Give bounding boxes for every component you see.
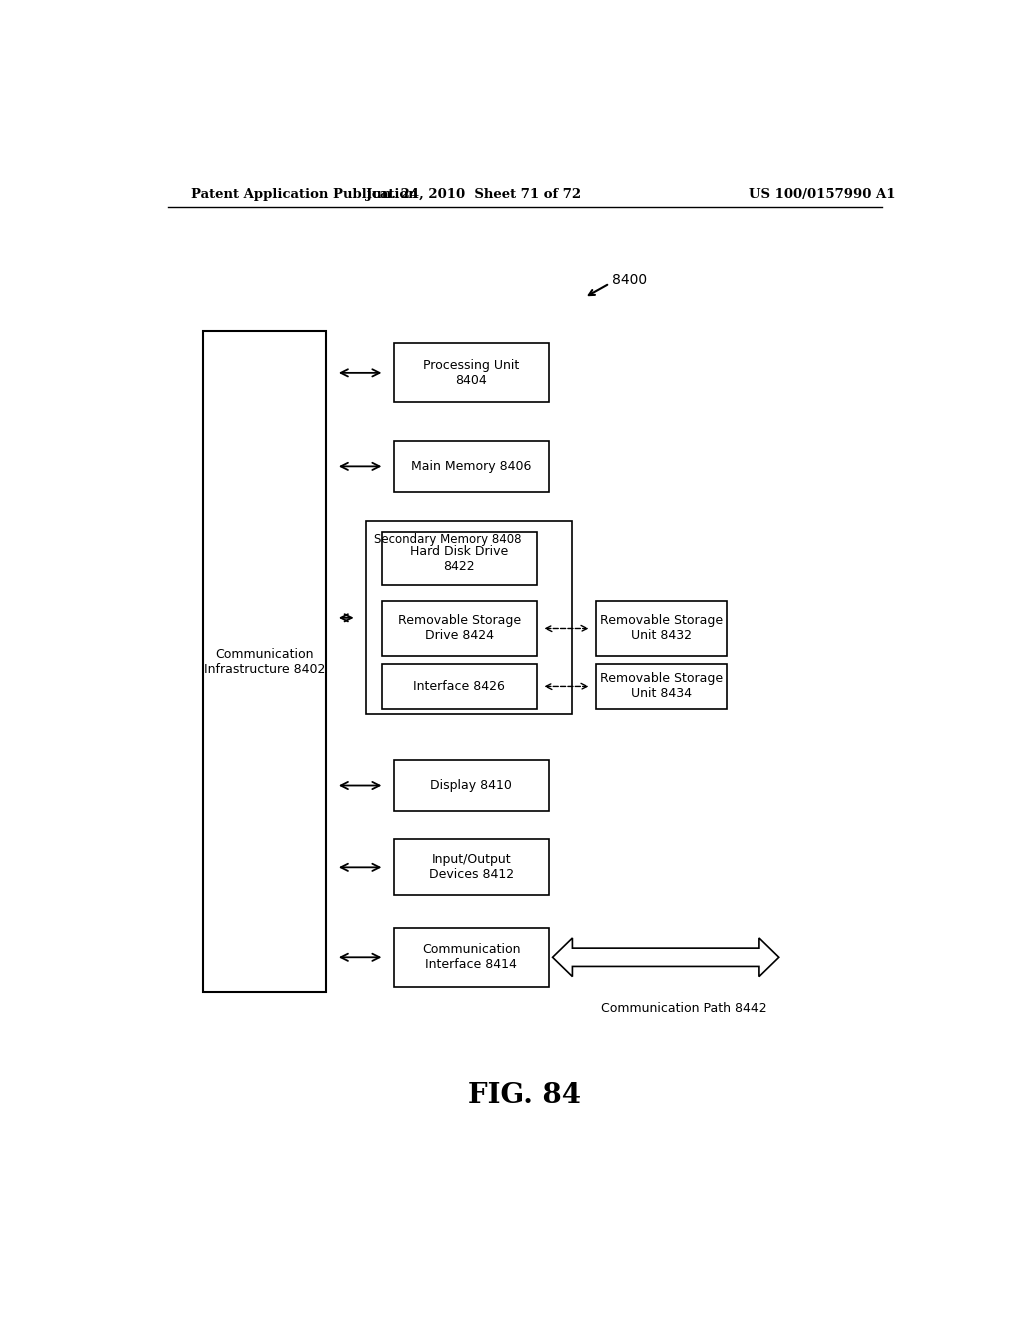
FancyBboxPatch shape xyxy=(394,760,549,810)
Text: Communication
Interface 8414: Communication Interface 8414 xyxy=(422,944,520,972)
Text: Removable Storage
Drive 8424: Removable Storage Drive 8424 xyxy=(397,615,521,643)
Text: 8400: 8400 xyxy=(612,273,647,288)
FancyBboxPatch shape xyxy=(382,664,537,709)
Polygon shape xyxy=(553,939,778,977)
Text: Removable Storage
Unit 8434: Removable Storage Unit 8434 xyxy=(600,672,723,701)
FancyBboxPatch shape xyxy=(204,331,327,991)
Text: Hard Disk Drive
8422: Hard Disk Drive 8422 xyxy=(411,545,509,573)
Text: Jun. 24, 2010  Sheet 71 of 72: Jun. 24, 2010 Sheet 71 of 72 xyxy=(366,189,581,202)
Text: Secondary Memory 8408: Secondary Memory 8408 xyxy=(374,533,521,546)
FancyBboxPatch shape xyxy=(394,343,549,403)
Text: Communication
Infrastructure 8402: Communication Infrastructure 8402 xyxy=(204,648,326,676)
FancyBboxPatch shape xyxy=(394,441,549,492)
FancyBboxPatch shape xyxy=(367,521,572,714)
Text: Input/Output
Devices 8412: Input/Output Devices 8412 xyxy=(429,853,514,882)
Text: FIG. 84: FIG. 84 xyxy=(468,1082,582,1109)
FancyBboxPatch shape xyxy=(382,601,537,656)
Text: Patent Application Publication: Patent Application Publication xyxy=(191,189,418,202)
FancyBboxPatch shape xyxy=(596,601,727,656)
Text: Display 8410: Display 8410 xyxy=(430,779,512,792)
FancyBboxPatch shape xyxy=(394,928,549,987)
FancyBboxPatch shape xyxy=(596,664,727,709)
Text: Removable Storage
Unit 8432: Removable Storage Unit 8432 xyxy=(600,615,723,643)
FancyBboxPatch shape xyxy=(394,840,549,895)
FancyBboxPatch shape xyxy=(382,532,537,585)
Text: Processing Unit
8404: Processing Unit 8404 xyxy=(423,359,519,387)
Text: Communication Path 8442: Communication Path 8442 xyxy=(601,1002,766,1015)
Text: US 100/0157990 A1: US 100/0157990 A1 xyxy=(750,189,896,202)
Text: Interface 8426: Interface 8426 xyxy=(414,680,505,693)
Text: Main Memory 8406: Main Memory 8406 xyxy=(411,459,531,473)
